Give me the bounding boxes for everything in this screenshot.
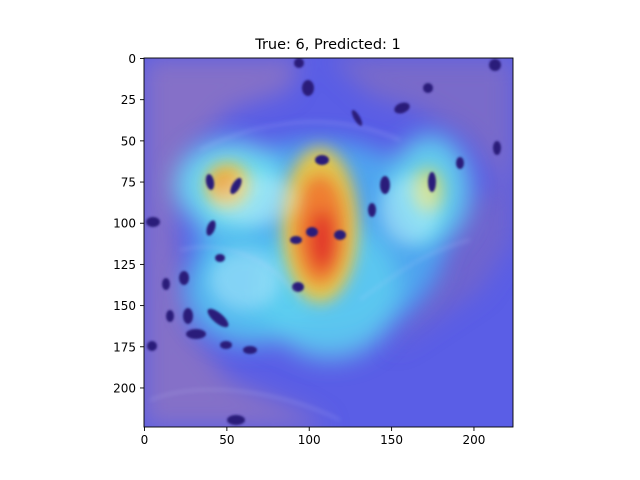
x-axis: 0 50 100 150 200: [141, 427, 486, 447]
y-tick-label: 100: [113, 217, 136, 231]
x-tick-label: 200: [463, 433, 486, 447]
heatmap-image: [144, 58, 513, 427]
x-tick-label: 100: [298, 433, 321, 447]
figure-title: True: 6, Predicted: 1: [254, 37, 401, 53]
y-tick-label: 75: [121, 176, 136, 190]
y-tick-label: 175: [113, 340, 136, 354]
y-axis: 0 25 50 75 100 125 150 175 200: [113, 52, 144, 395]
y-tick-label: 0: [128, 52, 136, 66]
x-tick-label: 50: [219, 433, 234, 447]
y-tick-label: 50: [121, 134, 136, 148]
y-tick-label: 200: [113, 381, 136, 395]
y-tick-label: 150: [113, 299, 136, 313]
x-tick-label: 150: [380, 433, 403, 447]
plot-frame: [143, 57, 514, 428]
x-tick-label: 0: [141, 433, 149, 447]
y-tick-label: 25: [121, 93, 136, 107]
y-tick-label: 125: [113, 258, 136, 272]
